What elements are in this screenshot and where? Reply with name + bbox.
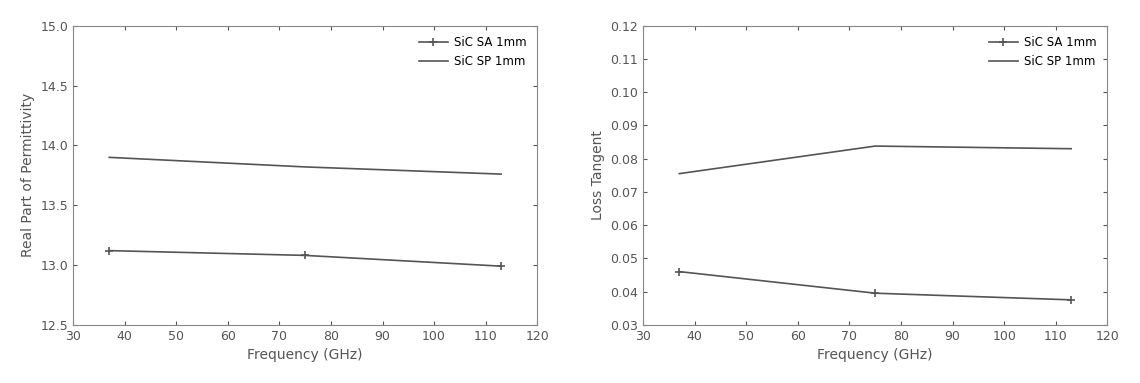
SiC SA 1mm: [869, 291, 882, 296]
Y-axis label: Loss Tangent: Loss Tangent: [591, 130, 605, 220]
SiC SP 1mm: [299, 165, 312, 169]
Legend: SiC SA 1mm, SiC SP 1mm: SiC SA 1mm, SiC SP 1mm: [414, 32, 531, 73]
Line: SiC SP 1mm: SiC SP 1mm: [109, 157, 502, 174]
SiC SA 1mm: [103, 248, 116, 253]
SiC SP 1mm: [495, 172, 508, 177]
Line: SiC SA 1mm: SiC SA 1mm: [675, 267, 1075, 304]
SiC SP 1mm: [869, 144, 882, 148]
SiC SA 1mm: [673, 269, 686, 274]
Legend: SiC SA 1mm, SiC SP 1mm: SiC SA 1mm, SiC SP 1mm: [984, 32, 1101, 73]
SiC SA 1mm: [495, 264, 508, 268]
SiC SA 1mm: [299, 253, 312, 258]
X-axis label: Frequency (GHz): Frequency (GHz): [817, 348, 933, 362]
SiC SP 1mm: [673, 171, 686, 176]
SiC SP 1mm: [1065, 146, 1078, 151]
SiC SP 1mm: [103, 155, 116, 160]
Line: SiC SP 1mm: SiC SP 1mm: [679, 146, 1072, 173]
X-axis label: Frequency (GHz): Frequency (GHz): [247, 348, 363, 362]
SiC SA 1mm: [1065, 298, 1078, 302]
Line: SiC SA 1mm: SiC SA 1mm: [105, 246, 505, 270]
Y-axis label: Real Part of Permittivity: Real Part of Permittivity: [21, 93, 35, 257]
